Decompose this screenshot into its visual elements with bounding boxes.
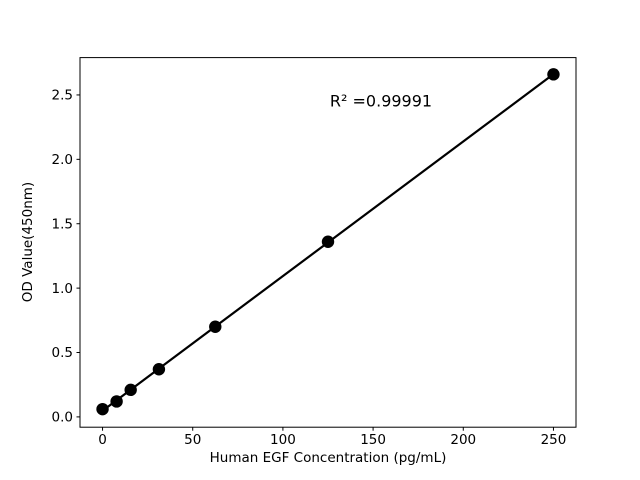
x-tick-label: 50 <box>184 432 201 448</box>
x-tick-label: 250 <box>541 432 567 448</box>
x-tick-label: 200 <box>450 432 476 448</box>
y-tick-label: 0.0 <box>52 410 73 426</box>
data-point <box>124 383 137 397</box>
y-axis-label: OD Value(450nm) <box>20 181 36 303</box>
axes-frame <box>79 57 577 428</box>
y-tick-label: 0.5 <box>52 345 73 361</box>
x-axis-label: Human EGF Concentration (pg/mL) <box>209 450 447 466</box>
data-point <box>96 402 109 416</box>
x-tick-label: 100 <box>270 432 296 448</box>
data-point <box>110 395 123 408</box>
y-tick-label: 1.5 <box>52 216 73 232</box>
x-tick-label: 0 <box>98 432 107 448</box>
r-squared-annotation: R² =0.99991 <box>329 91 433 111</box>
data-point <box>209 320 222 333</box>
y-tick-label: 1.0 <box>52 281 73 297</box>
y-tick-label: 2.0 <box>52 152 73 168</box>
data-point <box>547 68 560 81</box>
data-point <box>152 363 166 376</box>
data-point <box>321 235 335 248</box>
y-tick-label: 2.5 <box>52 88 73 104</box>
x-tick-label: 150 <box>360 432 386 448</box>
